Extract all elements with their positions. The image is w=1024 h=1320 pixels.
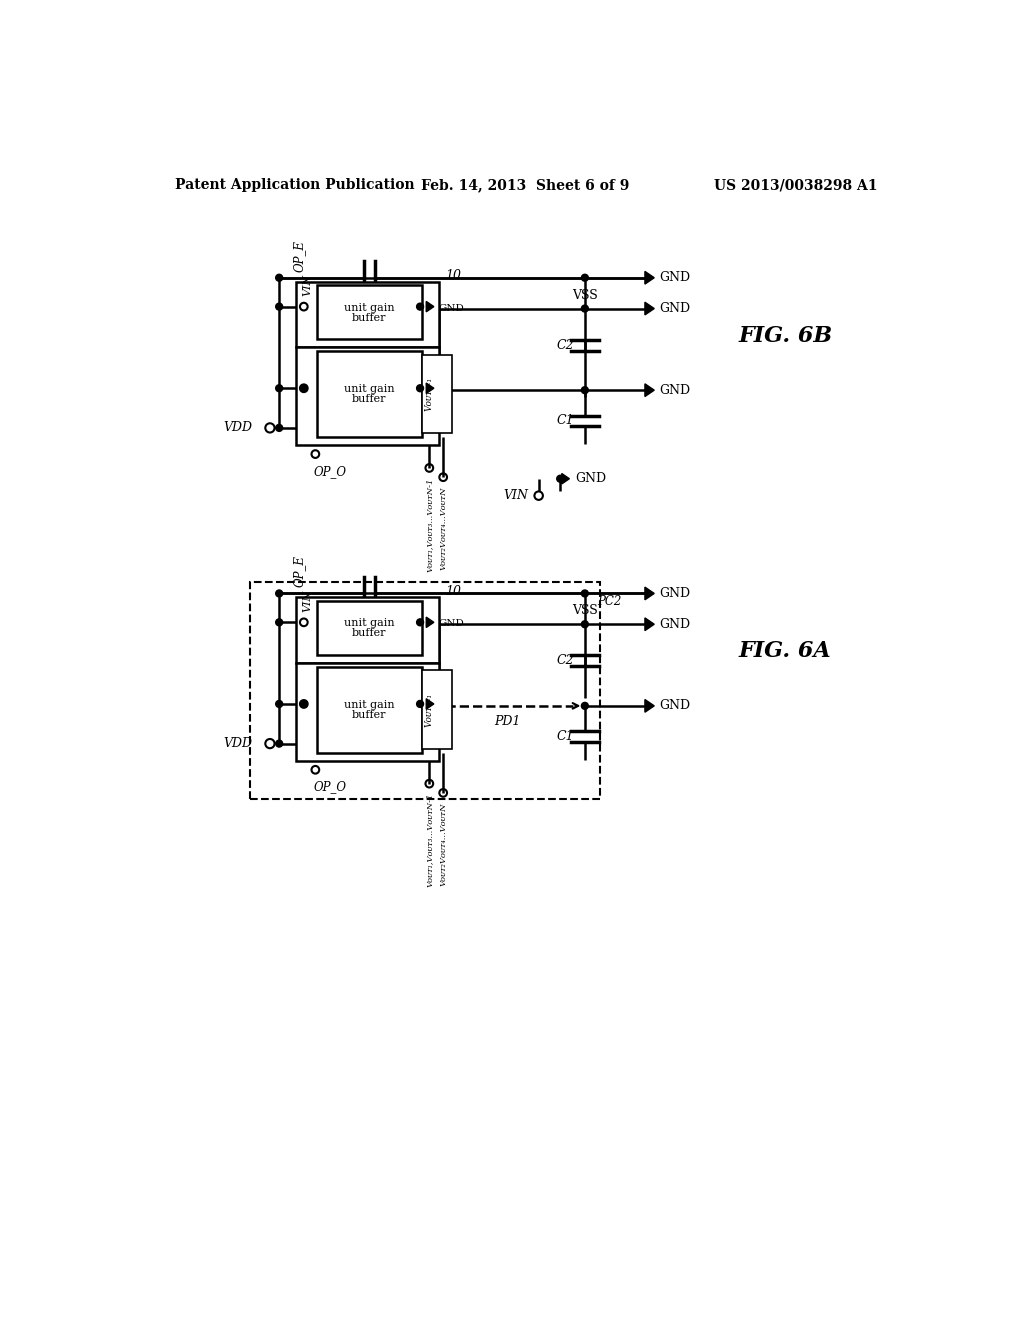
Circle shape [582,387,589,393]
Text: Vᴏᴜᴛ₁,Vᴏᴜᴛ₃...VᴏᴜᴛN-1: Vᴏᴜᴛ₁,Vᴏᴜᴛ₃...VᴏᴜᴛN-1 [425,478,433,572]
Text: OP_E: OP_E [293,556,306,587]
Text: 10: 10 [444,269,461,282]
Text: Vᴏᴜᴛ₁,Vᴏᴜᴛ₃...VᴏᴜᴛN-1: Vᴏᴜᴛ₁,Vᴏᴜᴛ₃...VᴏᴜᴛN-1 [425,793,433,887]
Circle shape [275,275,283,281]
Bar [316,285,422,339]
Circle shape [275,425,283,432]
Text: OP_E: OP_E [293,240,306,272]
Text: GND: GND [438,304,464,313]
Circle shape [417,304,424,310]
Bar [316,351,422,437]
Circle shape [275,741,283,747]
Text: unit gain: unit gain [344,302,394,313]
Text: VIN: VIN [302,590,312,611]
Circle shape [582,275,589,281]
Text: PD1: PD1 [495,715,521,729]
Bar [422,671,453,748]
Text: FIG. 6B: FIG. 6B [739,325,833,346]
Bar [250,582,600,799]
Polygon shape [426,301,434,312]
Circle shape [557,475,563,482]
Polygon shape [645,302,654,315]
Text: GND: GND [658,271,690,284]
Text: Vᴏᴜᴛₙ₋₁: Vᴏᴜᴛₙ₋₁ [425,693,434,727]
Text: buffer: buffer [352,395,386,404]
Bar [296,281,438,347]
Bar [316,667,422,752]
Text: FIG. 6A: FIG. 6A [739,640,831,663]
Text: Vᴏᴜᴛ₂Vᴏᴜᴛ₄...VᴏᴜᴛN: Vᴏᴜᴛ₂Vᴏᴜᴛ₄...VᴏᴜᴛN [439,487,447,570]
Circle shape [275,385,283,392]
Text: OP_O: OP_O [313,780,346,793]
Bar [296,597,438,663]
Bar [422,355,453,433]
Text: Feb. 14, 2013  Sheet 6 of 9: Feb. 14, 2013 Sheet 6 of 9 [421,178,629,193]
Polygon shape [426,383,434,393]
Polygon shape [645,272,654,284]
Text: C2: C2 [556,339,574,351]
Text: Vᴏᴜᴛₙ₋₁: Vᴏᴜᴛₙ₋₁ [425,378,434,411]
Text: GND: GND [658,384,690,397]
Text: VDD: VDD [223,737,252,750]
Circle shape [300,385,307,392]
Circle shape [275,590,283,597]
Polygon shape [645,618,654,631]
Text: VSS: VSS [572,289,598,301]
Text: 10: 10 [444,585,461,598]
Text: Patent Application Publication: Patent Application Publication [175,178,415,193]
Bar [316,601,422,655]
Polygon shape [562,474,569,484]
Text: VDD: VDD [223,421,252,434]
Text: Vᴏᴜᴛ₂Vᴏᴜᴛ₄...VᴏᴜᴛN: Vᴏᴜᴛ₂Vᴏᴜᴛ₄...VᴏᴜᴛN [439,803,447,886]
Text: VIN: VIN [302,273,312,296]
Text: unit gain: unit gain [344,384,394,395]
Text: US 2013/0038298 A1: US 2013/0038298 A1 [714,178,878,193]
Text: C1: C1 [556,414,574,428]
Polygon shape [645,700,654,713]
Text: unit gain: unit gain [344,700,394,710]
Text: GND: GND [438,619,464,628]
Text: GND: GND [658,587,690,601]
Polygon shape [426,698,434,709]
Polygon shape [645,384,654,396]
Text: GND: GND [575,473,607,486]
Text: buffer: buffer [352,710,386,721]
Text: GND: GND [658,700,690,713]
Text: C2: C2 [556,655,574,668]
Circle shape [417,385,424,392]
Circle shape [300,701,307,708]
Text: VSS: VSS [572,605,598,618]
Text: buffer: buffer [352,628,386,639]
Text: GND: GND [658,302,690,315]
Circle shape [582,590,589,597]
Text: C1: C1 [556,730,574,743]
Text: PC2: PC2 [597,594,622,607]
Text: VIN: VIN [503,490,528,502]
Circle shape [417,619,424,626]
Bar [296,663,438,760]
Text: OP_O: OP_O [313,465,346,478]
Circle shape [417,701,424,708]
Circle shape [275,701,283,708]
Circle shape [582,702,589,709]
Text: unit gain: unit gain [344,619,394,628]
Circle shape [275,304,283,310]
Text: buffer: buffer [352,313,386,323]
Polygon shape [645,587,654,599]
Circle shape [275,619,283,626]
Circle shape [582,620,589,628]
Polygon shape [426,618,434,627]
Bar [296,347,438,445]
Text: GND: GND [658,618,690,631]
Circle shape [582,305,589,312]
